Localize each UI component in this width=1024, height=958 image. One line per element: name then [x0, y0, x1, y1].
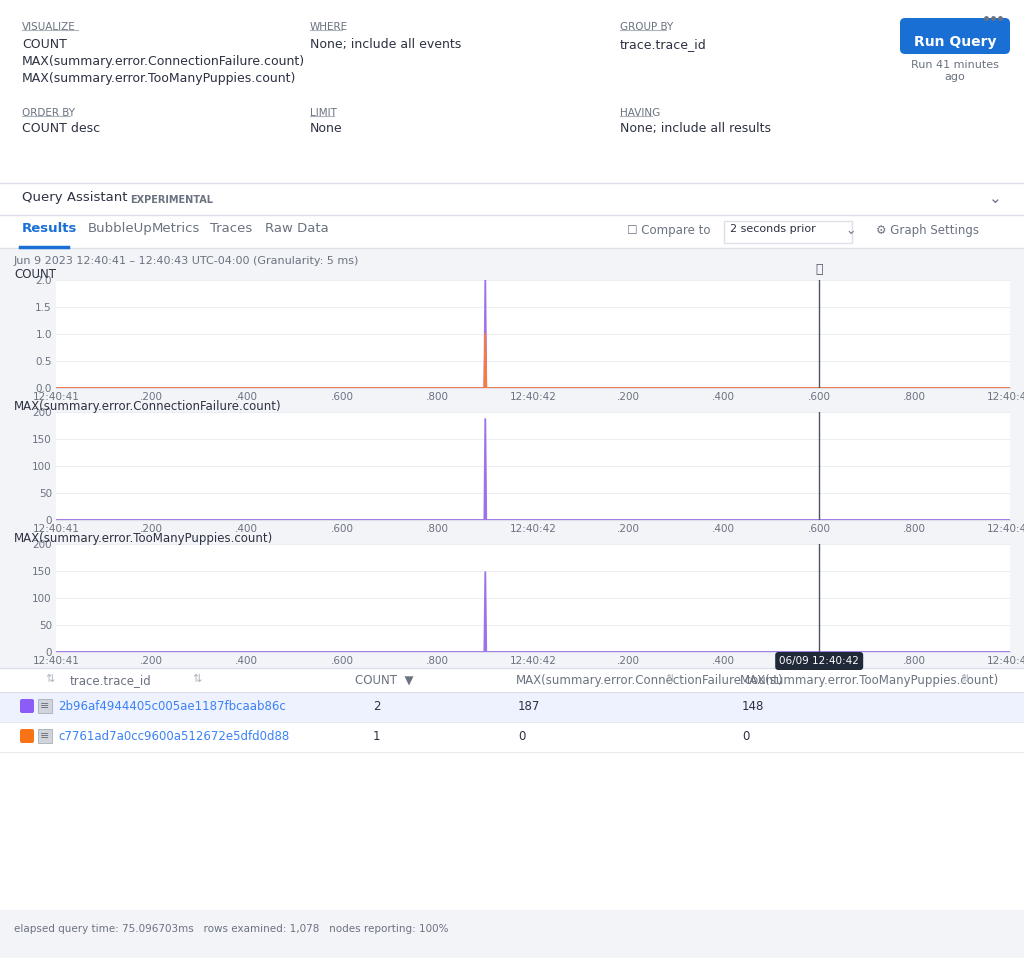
Text: HAVING: HAVING: [620, 108, 660, 118]
Text: ⚙ Graph Settings: ⚙ Graph Settings: [876, 224, 979, 237]
Bar: [38, 699, 52, 713]
Text: ☐ Compare to: ☐ Compare to: [627, 224, 711, 237]
Bar: [0, 668, 1024, 910]
Text: COUNT: COUNT: [22, 38, 67, 51]
Text: VISUALIZE: VISUALIZE: [22, 22, 76, 32]
FancyBboxPatch shape: [900, 18, 1010, 54]
Text: elapsed query time: 75.096703ms   rows examined: 1,078   nodes reporting: 100%: elapsed query time: 75.096703ms rows exa…: [14, 924, 449, 934]
Text: COUNT  ▼: COUNT ▼: [355, 674, 414, 687]
Text: MAX(summary.error.TooManyPuppies.count): MAX(summary.error.TooManyPuppies.count): [22, 72, 296, 85]
Text: GROUP BY: GROUP BY: [620, 22, 673, 32]
FancyBboxPatch shape: [775, 652, 863, 670]
Text: 2 seconds prior: 2 seconds prior: [730, 224, 816, 234]
Text: MAX(summary.error.ConnectionFailure.count): MAX(summary.error.ConnectionFailure.coun…: [516, 674, 783, 687]
Text: ⇅: ⇅: [193, 674, 202, 684]
Text: Run 41 minutes
ago: Run 41 minutes ago: [911, 60, 999, 81]
Text: ⇅: ⇅: [45, 674, 54, 684]
Text: 2: 2: [373, 700, 381, 713]
Text: MAX(summary.error.ConnectionFailure.count): MAX(summary.error.ConnectionFailure.coun…: [14, 400, 282, 413]
Text: ⌄: ⌄: [845, 224, 855, 237]
Text: ≡: ≡: [40, 731, 50, 741]
Text: COUNT: COUNT: [14, 268, 56, 281]
Text: 0: 0: [518, 730, 525, 743]
Text: c7761ad7a0cc9600a512672e5dfd0d88: c7761ad7a0cc9600a512672e5dfd0d88: [58, 730, 289, 743]
Text: BubbleUp: BubbleUp: [88, 222, 153, 235]
Text: ≡: ≡: [40, 701, 50, 711]
Text: 06/09 12:40:42: 06/09 12:40:42: [779, 656, 859, 666]
Bar: [0, 215, 1024, 248]
Text: Metrics: Metrics: [152, 222, 201, 235]
Text: LIMIT: LIMIT: [310, 108, 337, 118]
Text: WHERE: WHERE: [310, 22, 348, 32]
Text: Run Query: Run Query: [913, 35, 996, 49]
Text: MAX(summary.error.TooManyPuppies.count): MAX(summary.error.TooManyPuppies.count): [14, 532, 273, 545]
Text: EXPERIMENTAL: EXPERIMENTAL: [130, 195, 213, 205]
Bar: [0, 722, 1024, 752]
Bar: [0, 183, 1024, 215]
Text: trace.trace_id: trace.trace_id: [620, 38, 707, 51]
Text: 0: 0: [742, 730, 750, 743]
Text: ⇅: ⇅: [961, 674, 970, 684]
Text: Query Assistant: Query Assistant: [22, 191, 128, 204]
Bar: [0, 692, 1024, 722]
Text: Raw Data: Raw Data: [265, 222, 329, 235]
Bar: [724, 221, 852, 243]
FancyBboxPatch shape: [20, 729, 34, 743]
Text: 187: 187: [518, 700, 541, 713]
Text: MAX(summary.error.TooManyPuppies.count): MAX(summary.error.TooManyPuppies.count): [740, 674, 999, 687]
Text: 1: 1: [373, 730, 381, 743]
Text: ⇅: ⇅: [665, 674, 675, 684]
Text: ⌄: ⌄: [989, 191, 1002, 206]
Bar: [0, 0, 1024, 183]
Text: ⌵: ⌵: [815, 263, 823, 276]
Text: ORDER BY: ORDER BY: [22, 108, 75, 118]
Text: Traces: Traces: [210, 222, 252, 235]
Text: MAX(summary.error.ConnectionFailure.count): MAX(summary.error.ConnectionFailure.coun…: [22, 55, 305, 68]
Text: Results: Results: [22, 222, 78, 235]
Text: None; include all events: None; include all events: [310, 38, 461, 51]
Text: 2b96af4944405c005ae1187fbcaab86c: 2b96af4944405c005ae1187fbcaab86c: [58, 700, 286, 713]
Bar: [38, 729, 52, 743]
Text: None: None: [310, 122, 343, 135]
Text: trace.trace_id: trace.trace_id: [70, 674, 152, 687]
FancyBboxPatch shape: [20, 699, 34, 713]
Text: Jun 9 2023 12:40:41 – 12:40:43 UTC-04:00 (Granularity: 5 ms): Jun 9 2023 12:40:41 – 12:40:43 UTC-04:00…: [14, 256, 359, 266]
Text: COUNT desc: COUNT desc: [22, 122, 100, 135]
Text: None; include all results: None; include all results: [620, 122, 771, 135]
Text: 148: 148: [742, 700, 764, 713]
